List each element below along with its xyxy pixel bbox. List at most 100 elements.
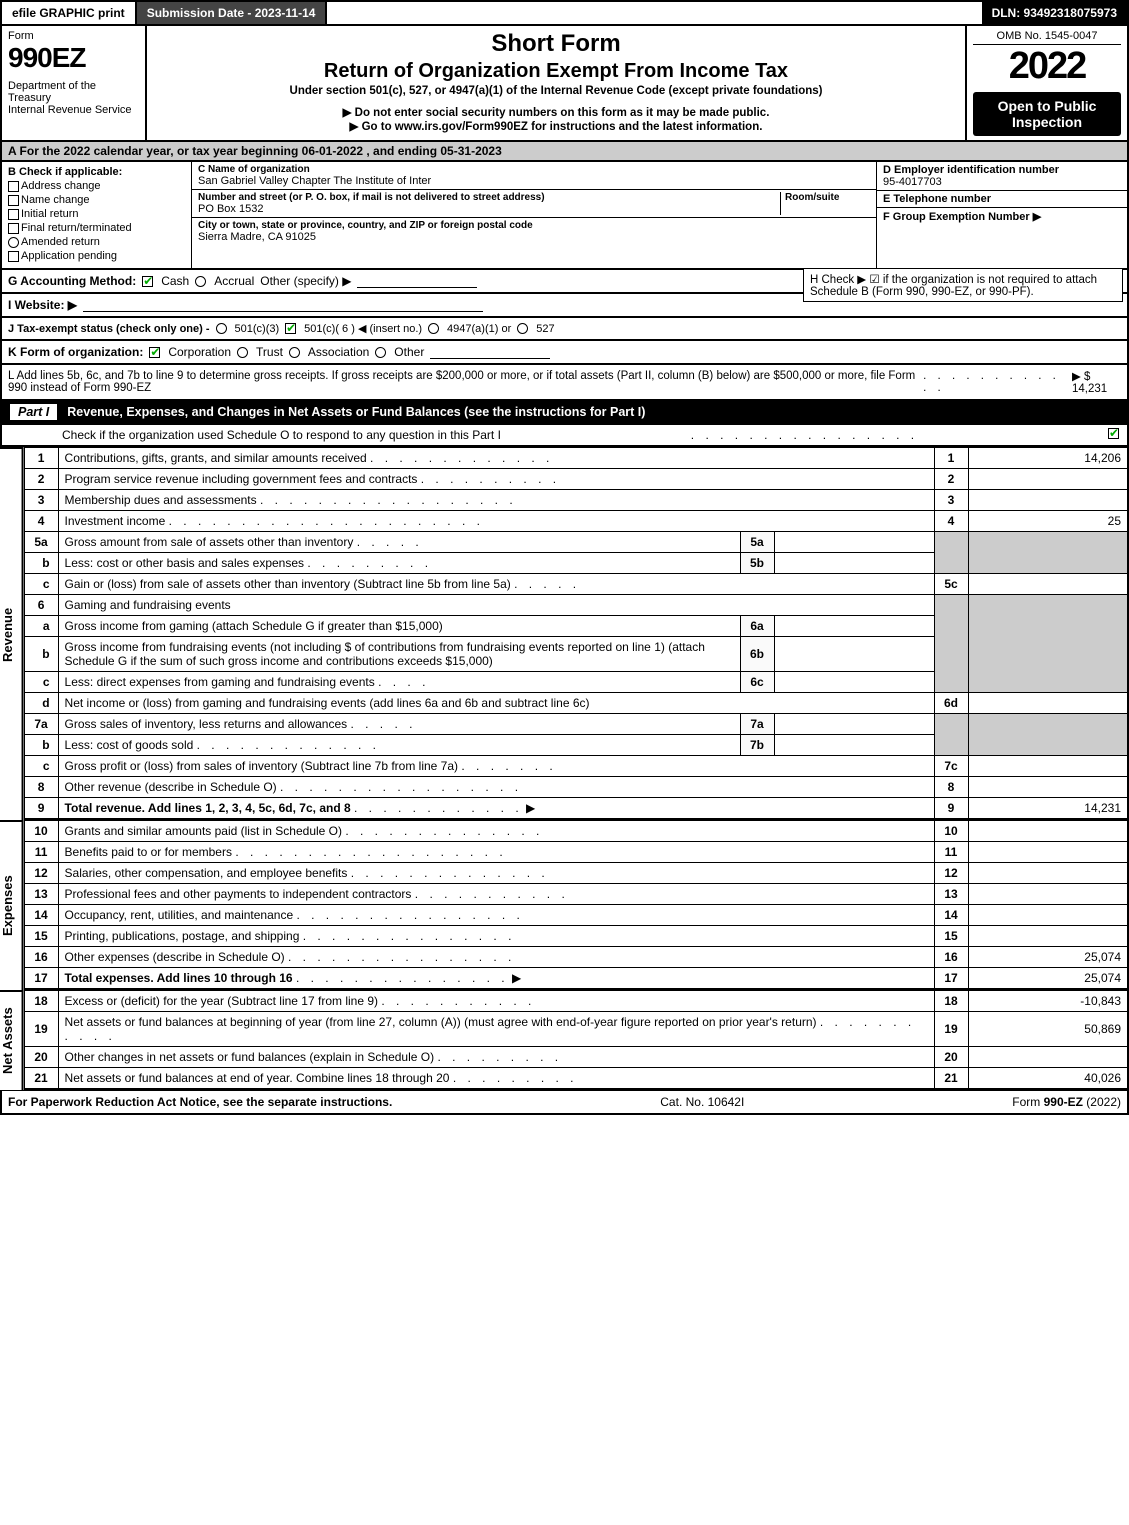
e-phone-row: E Telephone number bbox=[877, 191, 1127, 208]
subtitle-2: ▶ Do not enter social security numbers o… bbox=[153, 105, 959, 119]
tax-year: 2022 bbox=[973, 45, 1121, 88]
subtitle-3: ▶ Go to www.irs.gov/Form990EZ for instru… bbox=[153, 119, 959, 133]
c-name-row: C Name of organization San Gabriel Valle… bbox=[192, 162, 876, 190]
col-c: C Name of organization San Gabriel Valle… bbox=[192, 162, 877, 268]
line-17: 17Total expenses. Add lines 10 through 1… bbox=[24, 968, 1128, 990]
part1-header: Part I Revenue, Expenses, and Changes in… bbox=[0, 401, 1129, 425]
line-11: 11Benefits paid to or for members . . . … bbox=[24, 842, 1128, 863]
dln-label: DLN: 93492318075973 bbox=[982, 2, 1127, 24]
header-center: Short Form Return of Organization Exempt… bbox=[147, 26, 967, 140]
title-return: Return of Organization Exempt From Incom… bbox=[153, 60, 959, 83]
revenue-label: Revenue bbox=[0, 447, 24, 820]
chk-trust[interactable] bbox=[237, 347, 248, 358]
topbar: efile GRAPHIC print Submission Date - 20… bbox=[0, 0, 1129, 26]
chk-501c3[interactable] bbox=[216, 323, 227, 334]
chk-amended[interactable]: Amended return bbox=[8, 236, 185, 248]
org-address: PO Box 1532 bbox=[198, 203, 780, 215]
line-21: 21Net assets or fund balances at end of … bbox=[24, 1068, 1128, 1090]
dept-text: Department of the Treasury Internal Reve… bbox=[8, 80, 139, 116]
chk-501c[interactable] bbox=[285, 323, 296, 334]
c-name-lbl: C Name of organization bbox=[198, 164, 870, 175]
omb-number: OMB No. 1545-0047 bbox=[973, 30, 1121, 45]
chk-4947[interactable] bbox=[428, 323, 439, 334]
chk-527[interactable] bbox=[517, 323, 528, 334]
chk-corp[interactable] bbox=[149, 347, 160, 358]
spacer bbox=[327, 2, 981, 24]
row-h-box: H Check ▶ ☑ if the organization is not r… bbox=[803, 268, 1123, 302]
row-j: J Tax-exempt status (check only one) - 5… bbox=[0, 318, 1129, 341]
other-org-input[interactable] bbox=[430, 345, 550, 359]
subtitle-1: Under section 501(c), 527, or 4947(a)(1)… bbox=[153, 85, 959, 97]
netassets-label: Net Assets bbox=[0, 990, 24, 1090]
b-title: B Check if applicable: bbox=[8, 166, 185, 178]
l-amount: ▶ $ 14,231 bbox=[1072, 369, 1121, 395]
footer-right: Form 990-EZ (2022) bbox=[1012, 1095, 1121, 1109]
line-6: 6Gaming and fundraising events bbox=[24, 595, 1128, 616]
chk-application-pending[interactable]: Application pending bbox=[8, 250, 185, 262]
k-lbl: K Form of organization: bbox=[8, 345, 143, 359]
chk-assoc[interactable] bbox=[289, 347, 300, 358]
row-g: G Accounting Method: Cash Accrual Other … bbox=[0, 270, 1129, 294]
row-l: L Add lines 5b, 6c, and 7b to line 9 to … bbox=[0, 365, 1129, 401]
part1-sub: Check if the organization used Schedule … bbox=[0, 425, 1129, 447]
efile-print-button[interactable]: efile GRAPHIC print bbox=[2, 2, 137, 24]
line-12: 12Salaries, other compensation, and empl… bbox=[24, 863, 1128, 884]
e-lbl: E Telephone number bbox=[883, 193, 1121, 205]
line-19: 19Net assets or fund balances at beginni… bbox=[24, 1012, 1128, 1047]
line-8: 8Other revenue (describe in Schedule O) … bbox=[24, 777, 1128, 798]
org-city: Sierra Madre, CA 91025 bbox=[198, 231, 870, 243]
d-ein-row: D Employer identification number 95-4017… bbox=[877, 162, 1127, 191]
line-9: 9Total revenue. Add lines 1, 2, 3, 4, 5c… bbox=[24, 798, 1128, 820]
org-name: San Gabriel Valley Chapter The Institute… bbox=[198, 175, 870, 187]
revenue-table: 1Contributions, gifts, grants, and simil… bbox=[24, 447, 1129, 820]
footer-left: For Paperwork Reduction Act Notice, see … bbox=[8, 1095, 392, 1109]
chk-cash[interactable] bbox=[142, 276, 153, 287]
submission-date-button[interactable]: Submission Date - 2023-11-14 bbox=[137, 2, 328, 24]
header-left: Form 990EZ Department of the Treasury In… bbox=[2, 26, 147, 140]
room-lbl: Room/suite bbox=[785, 192, 870, 203]
title-short-form: Short Form bbox=[153, 30, 959, 58]
d-lbl: D Employer identification number bbox=[883, 164, 1121, 176]
chk-accrual[interactable] bbox=[195, 276, 206, 287]
header-right: OMB No. 1545-0047 2022 Open to Public In… bbox=[967, 26, 1127, 140]
chk-initial-return[interactable]: Initial return bbox=[8, 208, 185, 220]
j-lbl: J Tax-exempt status (check only one) - bbox=[8, 323, 210, 335]
part1-tag: Part I bbox=[10, 404, 57, 420]
line-7a: 7aGross sales of inventory, less returns… bbox=[24, 714, 1128, 735]
line-10: 10Grants and similar amounts paid (list … bbox=[24, 821, 1128, 842]
f-group-row: F Group Exemption Number ▶ bbox=[877, 208, 1127, 225]
other-specify-input[interactable] bbox=[357, 274, 477, 288]
line-15: 15Printing, publications, postage, and s… bbox=[24, 926, 1128, 947]
i-lbl: I Website: ▶ bbox=[8, 298, 77, 312]
c-city-lbl: City or town, state or province, country… bbox=[198, 220, 870, 231]
chk-name-change[interactable]: Name change bbox=[8, 194, 185, 206]
expenses-section: Expenses 10Grants and similar amounts pa… bbox=[0, 820, 1129, 990]
form-number: 990EZ bbox=[8, 42, 139, 74]
part1-sub-text: Check if the organization used Schedule … bbox=[62, 428, 501, 442]
col-de: D Employer identification number 95-4017… bbox=[877, 162, 1127, 268]
f-lbl: F Group Exemption Number ▶ bbox=[883, 211, 1041, 223]
line-5c: cGain or (loss) from sale of assets othe… bbox=[24, 574, 1128, 595]
form-label: Form bbox=[8, 30, 139, 42]
chk-final-return[interactable]: Final return/terminated bbox=[8, 222, 185, 234]
l-text: L Add lines 5b, 6c, and 7b to line 9 to … bbox=[8, 370, 917, 394]
g-lbl: G Accounting Method: bbox=[8, 274, 136, 288]
page-footer: For Paperwork Reduction Act Notice, see … bbox=[0, 1090, 1129, 1115]
chk-schedule-o[interactable] bbox=[1108, 428, 1119, 439]
line-20: 20Other changes in net assets or fund ba… bbox=[24, 1047, 1128, 1068]
part1-title: Revenue, Expenses, and Changes in Net As… bbox=[67, 405, 645, 419]
line-14: 14Occupancy, rent, utilities, and mainte… bbox=[24, 905, 1128, 926]
chk-address-change[interactable]: Address change bbox=[8, 180, 185, 192]
revenue-section: Revenue 1Contributions, gifts, grants, a… bbox=[0, 447, 1129, 820]
section-bcdef: B Check if applicable: Address change Na… bbox=[0, 162, 1129, 270]
c-addr-row: Number and street (or P. O. box, if mail… bbox=[192, 190, 876, 218]
expenses-label: Expenses bbox=[0, 820, 24, 990]
line-2: 2Program service revenue including gover… bbox=[24, 469, 1128, 490]
col-b: B Check if applicable: Address change Na… bbox=[2, 162, 192, 268]
netassets-section: Net Assets 18Excess or (deficit) for the… bbox=[0, 990, 1129, 1090]
row-a-tax-year: A For the 2022 calendar year, or tax yea… bbox=[0, 142, 1129, 162]
chk-other-org[interactable] bbox=[375, 347, 386, 358]
website-input[interactable] bbox=[83, 298, 483, 312]
public-inspection-badge: Open to Public Inspection bbox=[973, 92, 1121, 136]
expenses-table: 10Grants and similar amounts paid (list … bbox=[24, 820, 1129, 990]
